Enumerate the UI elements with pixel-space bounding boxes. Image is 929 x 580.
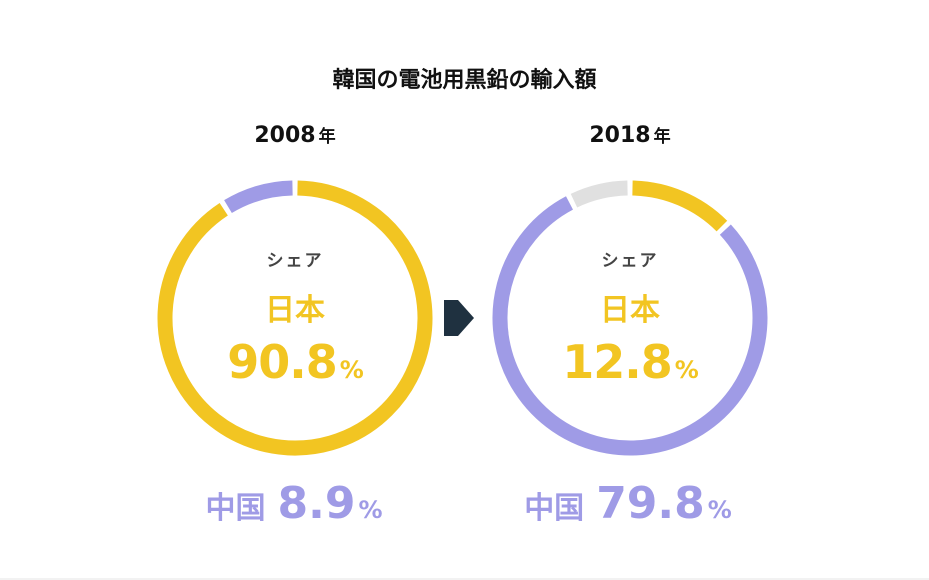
highlight-value: 12.8% <box>562 335 699 389</box>
donut-slice-2018-その他 <box>570 180 628 208</box>
arrow-right-icon <box>444 300 474 336</box>
donut-slice-2018-日本 <box>632 180 728 232</box>
share-label: シェア <box>601 251 659 271</box>
chart-title: 韓国の電池用黒鉛の輸入額 <box>332 68 597 93</box>
footer-divider <box>0 578 929 580</box>
highlight-country: 日本 <box>265 293 325 328</box>
highlight-value: 90.8% <box>227 335 364 389</box>
donut-slice-2008-日本 <box>157 180 433 456</box>
donut-center-2018: シェア 日本 12.8% <box>510 246 750 389</box>
donut-center-2008: シェア 日本 90.8% <box>175 246 415 389</box>
highlight-country: 日本 <box>600 293 660 328</box>
year-label-2008: 2008 年 <box>254 123 336 148</box>
china-share-2008: 中国 8.9% <box>205 478 383 529</box>
china-share-2018: 中国 79.8% <box>524 478 732 529</box>
donut-slice-2018-中国 <box>492 196 768 456</box>
share-label: シェア <box>266 251 324 271</box>
year-label-2018: 2018 年 <box>589 123 671 148</box>
donut-slice-2008-中国 <box>224 180 293 214</box>
